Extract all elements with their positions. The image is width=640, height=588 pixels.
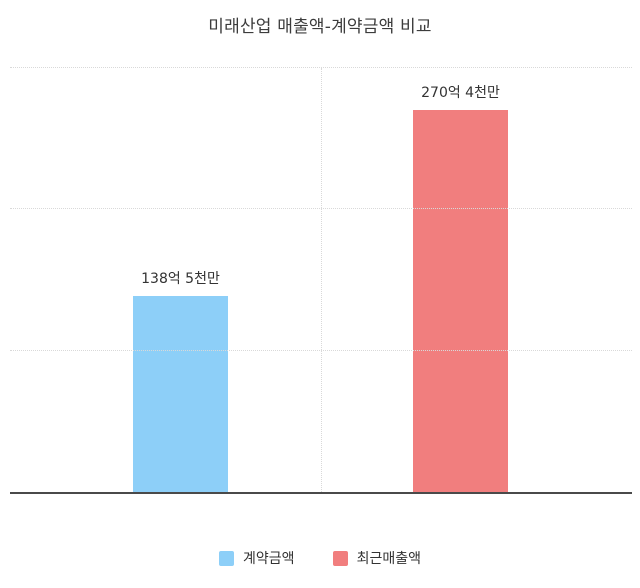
bar-value-label-contract: 138억 5천만 — [141, 271, 220, 288]
legend-item-contract[interactable]: 계약금액 — [219, 548, 295, 568]
bar-value-label-sales: 270억 4천만 — [421, 84, 500, 101]
bar-group-sales: 270억 4천만 — [413, 68, 508, 492]
bar-contract[interactable] — [133, 296, 228, 492]
legend-swatch-sales-icon — [332, 550, 348, 566]
horizontal-gridline — [10, 67, 632, 68]
legend-label-contract: 계약금액 — [243, 551, 295, 567]
legend-label-sales: 최근매출액 — [356, 551, 421, 567]
bar-group-contract: 138억 5천만 — [133, 68, 228, 492]
chart-legend: 계약금액 최근매출액 — [0, 548, 640, 568]
chart-title: 미래산업 매출액-계약금액 비교 — [208, 17, 432, 37]
bar-sales[interactable] — [413, 109, 508, 492]
legend-item-sales[interactable]: 최근매출액 — [332, 548, 421, 568]
horizontal-gridline — [10, 208, 632, 210]
legend-swatch-contract-icon — [219, 550, 235, 566]
horizontal-gridline — [10, 349, 632, 351]
vertical-gridline — [321, 68, 322, 492]
plot-area: 138억 5천만 270억 4천만 — [10, 67, 632, 494]
